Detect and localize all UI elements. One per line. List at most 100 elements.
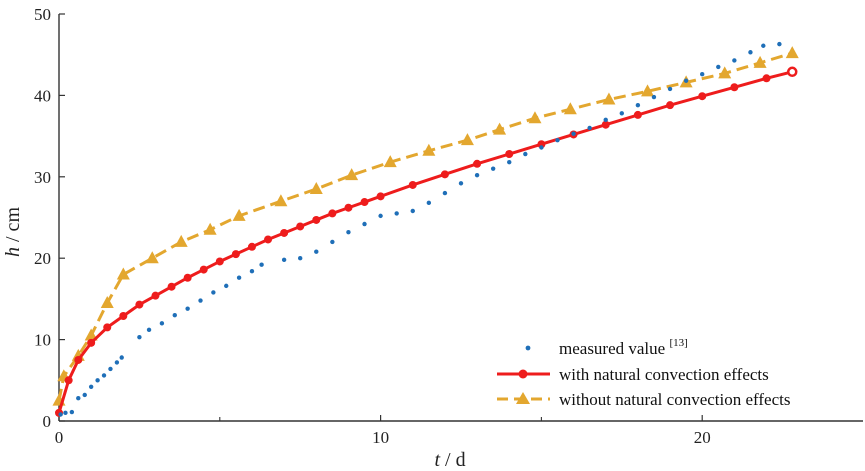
without-convection-point [460, 133, 474, 146]
measured-point [539, 145, 544, 150]
measured-point [69, 409, 75, 415]
series-layer [52, 41, 799, 417]
with-convection-point [280, 228, 289, 237]
series-measured [58, 41, 782, 417]
with-convection-point [74, 355, 83, 364]
legend-swatch-measured [525, 345, 531, 351]
measured-point [95, 378, 100, 383]
y-axis-unit: cm [2, 207, 24, 232]
without-convection-point [84, 328, 98, 341]
without-convection-point [203, 222, 217, 235]
legend-ref-measured: [13] [669, 337, 687, 349]
measured-point [748, 50, 753, 55]
with-convection-point [103, 323, 112, 332]
measured-point [185, 306, 190, 311]
y-tick-label: 10 [34, 331, 51, 350]
measured-point [442, 190, 448, 196]
measured-point [146, 327, 152, 333]
series-with-convection [55, 66, 798, 417]
with-convection-point [786, 66, 798, 78]
legend-label-without: without natural convection effects [559, 390, 790, 409]
with-convection-point [215, 257, 224, 266]
with-convection-point [328, 209, 337, 218]
measured-point [426, 200, 432, 206]
measured-point [667, 86, 673, 92]
measured-point [571, 131, 576, 136]
without-convection-point [641, 84, 655, 97]
y-tick-label: 0 [43, 412, 52, 431]
measured-point [259, 262, 264, 267]
with-convection-point [312, 215, 321, 224]
with-convection-point [666, 101, 675, 110]
measured-point [314, 249, 319, 254]
measured-point [298, 256, 303, 261]
with-convection-point [247, 242, 256, 251]
y-axis-var: h [2, 247, 24, 257]
measured-point [716, 64, 721, 70]
measured-point [119, 355, 124, 360]
measured-point [523, 151, 528, 157]
without-convection-point [116, 267, 130, 280]
without-convection-point [493, 122, 507, 135]
without-convection-point [274, 194, 288, 207]
measured-point [410, 208, 415, 214]
measured-point [76, 396, 81, 401]
measured-point [330, 239, 335, 245]
x-tick-label: 10 [372, 428, 389, 447]
x-tick-label: 20 [694, 428, 711, 447]
without-convection-point [174, 234, 188, 247]
with-convection-point [135, 300, 144, 309]
measured-point [88, 384, 94, 390]
measured-point [587, 125, 592, 131]
measured-point [732, 58, 737, 63]
measured-point [362, 221, 367, 227]
measured-point [198, 298, 203, 303]
measured-point [474, 172, 480, 178]
measured-point [777, 41, 782, 47]
tick-labels: 0 10 20 30 40 50 0 10 20 [34, 5, 711, 447]
with-convection-point [440, 170, 449, 179]
measured-point [346, 229, 351, 235]
measured-point [172, 312, 177, 318]
y-tick-label: 30 [34, 168, 51, 187]
with-convection-point [296, 222, 305, 231]
with-convection-point [344, 203, 353, 212]
with-convection-point [505, 150, 514, 159]
measured-point [761, 43, 766, 48]
measured-point [281, 257, 287, 263]
legend-item-with: with natural convection effects [497, 365, 769, 384]
with-convection-point [376, 192, 385, 201]
with-convection-point [408, 180, 417, 189]
measured-point [101, 373, 107, 378]
with-convection-point [762, 74, 771, 83]
without-convection-point [563, 102, 577, 115]
measured-point [63, 410, 68, 416]
measured-point [458, 181, 464, 186]
measured-point [555, 137, 560, 143]
with-convection-line [57, 70, 793, 414]
with-convection-point [231, 250, 240, 259]
legend-marker-with [518, 369, 528, 379]
axes [58, 14, 863, 422]
measured-point [114, 360, 120, 365]
measured-point [378, 213, 383, 219]
with-convection-point [183, 273, 192, 282]
with-convection-point [199, 265, 208, 274]
measured-point [58, 412, 63, 417]
with-convection-point [633, 110, 642, 119]
legend-item-measured: measured value [13] [525, 337, 688, 358]
without-convection-point [309, 182, 323, 195]
measured-point [249, 269, 255, 274]
x-axis-unit: d [456, 449, 466, 471]
y-axis-title: h / cm [2, 207, 24, 257]
with-convection-point [537, 140, 546, 149]
measured-point [394, 211, 399, 216]
without-convection-point [232, 208, 246, 221]
x-axis-title: t / d [434, 449, 465, 471]
legend: measured value [13] with natural convect… [497, 337, 790, 409]
with-convection-point [264, 235, 273, 244]
x-tick-label: 0 [55, 428, 64, 447]
y-tick-label: 20 [34, 249, 51, 268]
measured-point [490, 166, 496, 171]
